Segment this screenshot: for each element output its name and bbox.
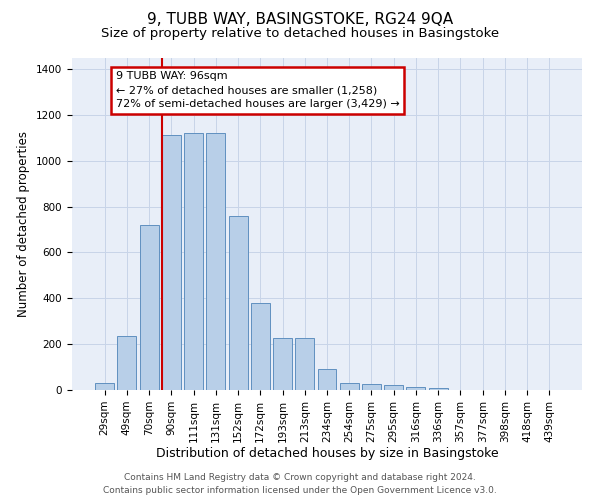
Bar <box>384 386 403 390</box>
Bar <box>406 386 425 390</box>
Bar <box>184 133 203 390</box>
X-axis label: Distribution of detached houses by size in Basingstoke: Distribution of detached houses by size … <box>155 448 499 460</box>
Y-axis label: Number of detached properties: Number of detached properties <box>17 130 31 317</box>
Bar <box>362 384 381 390</box>
Bar <box>317 370 337 390</box>
Bar <box>118 336 136 390</box>
Text: 9 TUBB WAY: 96sqm
← 27% of detached houses are smaller (1,258)
72% of semi-detac: 9 TUBB WAY: 96sqm ← 27% of detached hous… <box>116 72 400 110</box>
Text: Size of property relative to detached houses in Basingstoke: Size of property relative to detached ho… <box>101 28 499 40</box>
Text: Contains HM Land Registry data © Crown copyright and database right 2024.
Contai: Contains HM Land Registry data © Crown c… <box>103 474 497 495</box>
Bar <box>229 216 248 390</box>
Bar <box>162 136 181 390</box>
Text: 9, TUBB WAY, BASINGSTOKE, RG24 9QA: 9, TUBB WAY, BASINGSTOKE, RG24 9QA <box>147 12 453 28</box>
Bar <box>273 338 292 390</box>
Bar <box>206 133 225 390</box>
Bar <box>95 383 114 390</box>
Bar <box>429 388 448 390</box>
Bar <box>251 303 270 390</box>
Bar <box>140 225 158 390</box>
Bar <box>295 338 314 390</box>
Bar <box>340 383 359 390</box>
